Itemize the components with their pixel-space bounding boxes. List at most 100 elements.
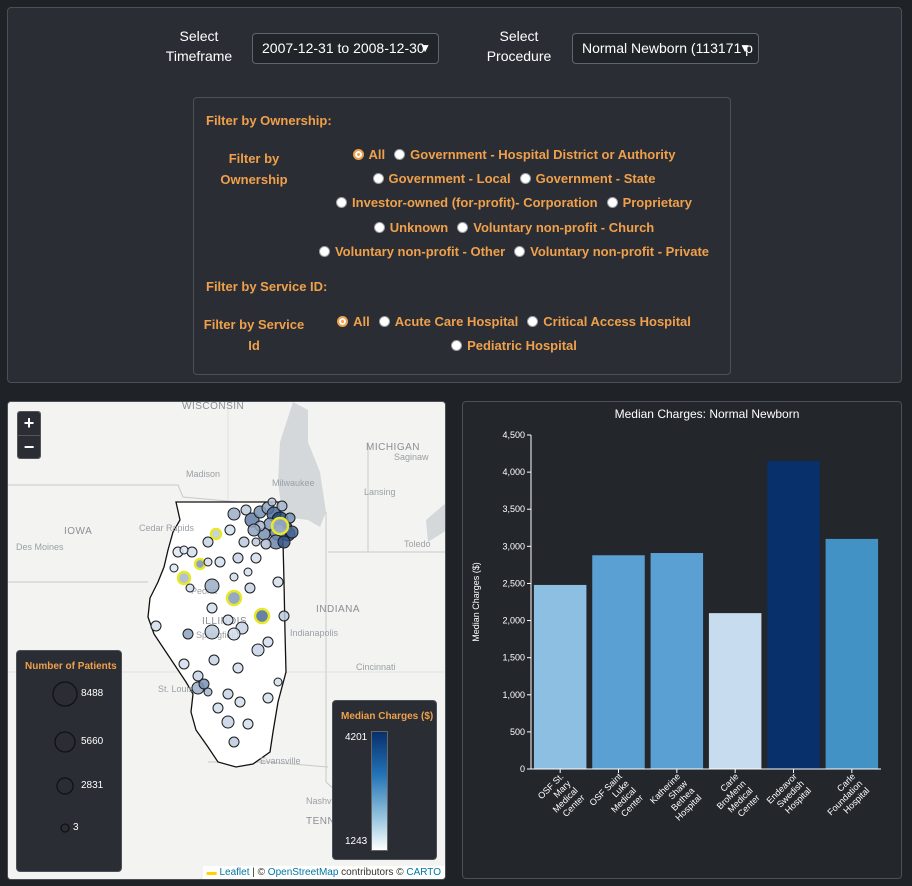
hospital-marker[interactable] (267, 497, 277, 507)
radio-button[interactable] (318, 246, 330, 257)
hospital-marker[interactable] (225, 589, 243, 607)
osm-link[interactable]: OpenStreetMap (267, 867, 339, 878)
median-charges-chart: Median Charges: Normal Newborn Median Ch… (471, 407, 881, 823)
radio-button[interactable] (394, 149, 406, 160)
ownership-radio-option[interactable]: Voluntary non-profit - Other (318, 244, 505, 259)
hospital-marker[interactable] (203, 687, 213, 697)
hospital-marker[interactable] (278, 610, 290, 622)
hospital-marker[interactable] (222, 614, 234, 626)
hospital-marker[interactable] (276, 500, 288, 512)
hospital-marker[interactable] (214, 556, 226, 568)
chart-bar (533, 584, 587, 769)
hospital-marker[interactable] (179, 545, 189, 555)
hospital-marker[interactable] (192, 670, 204, 682)
radio-button[interactable] (337, 316, 349, 327)
hospital-marker[interactable] (262, 692, 274, 704)
hospital-marker[interactable] (212, 702, 224, 714)
service-radio-option[interactable]: Critical Access Hospital (527, 314, 691, 329)
hospital-marker[interactable] (273, 677, 283, 687)
hospital-marker[interactable] (243, 567, 253, 577)
radio-button[interactable] (336, 197, 348, 208)
hospital-marker[interactable] (185, 583, 195, 593)
hospital-marker[interactable] (224, 524, 236, 536)
hospital-marker[interactable] (247, 523, 261, 537)
procedure-select[interactable]: Normal Newborn (113171 p ▼ (572, 33, 759, 64)
hospital-marker[interactable] (202, 536, 214, 548)
ownership-radio-option[interactable]: Government - Hospital District or Author… (394, 147, 675, 162)
hospital-marker[interactable] (229, 572, 239, 582)
hospital-marker[interactable] (244, 582, 256, 594)
ownership-filter-heading: Filter by Ownership: (206, 113, 332, 128)
hospital-marker[interactable] (150, 620, 162, 632)
ownership-radio-option[interactable]: Government - State (519, 171, 656, 186)
map-panel[interactable]: WISCONSIN MICHIGAN Saginaw Madison Lansing Mi… (7, 401, 446, 880)
ownership-radio-option[interactable]: Investor-owned (for-profit)- Corporation (336, 195, 598, 210)
map-place-label: Evansville (260, 756, 301, 766)
service-radio-option[interactable]: Acute Care Hospital (378, 314, 518, 329)
hospital-marker[interactable] (222, 688, 234, 700)
service-radio-option[interactable]: Pediatric Hospital (451, 338, 577, 353)
hospital-marker[interactable] (242, 718, 254, 730)
radio-button[interactable] (527, 316, 539, 327)
hospital-marker[interactable] (227, 627, 241, 641)
hospital-marker[interactable] (186, 546, 198, 558)
hospital-marker[interactable] (232, 662, 244, 674)
hospital-marker[interactable] (208, 654, 220, 666)
radio-button[interactable] (451, 340, 463, 351)
hospital-marker[interactable] (260, 538, 272, 550)
radio-button[interactable] (372, 173, 384, 184)
ownership-radio-label: Unknown (389, 220, 449, 235)
radio-button[interactable] (373, 222, 385, 233)
radio-button[interactable] (606, 197, 618, 208)
hospital-marker[interactable] (204, 578, 220, 594)
y-tick-label: 0 (520, 764, 525, 774)
hospital-marker[interactable] (209, 527, 223, 541)
hospital-marker[interactable] (272, 576, 284, 588)
hospital-marker[interactable] (221, 715, 235, 729)
leaflet-link[interactable]: Leaflet (219, 867, 250, 878)
hospital-marker[interactable] (182, 628, 194, 640)
hospital-marker[interactable] (232, 552, 244, 564)
hospital-markers[interactable] (150, 497, 299, 748)
ownership-radio-option[interactable]: Voluntary non-profit - Church (457, 220, 654, 235)
hospital-marker[interactable] (206, 602, 218, 614)
carto-link[interactable]: CARTO (406, 867, 441, 878)
hospital-marker[interactable] (176, 570, 192, 586)
hospital-marker[interactable] (250, 552, 262, 564)
ownership-radio-option[interactable]: All (352, 147, 385, 162)
hospital-marker[interactable] (203, 557, 213, 567)
radio-button[interactable] (514, 246, 526, 257)
hospital-marker[interactable] (169, 563, 179, 573)
ownership-radio-option[interactable]: Voluntary non-profit - Private (514, 244, 709, 259)
service-radio-option[interactable]: All (337, 314, 370, 329)
hospital-marker[interactable] (193, 557, 207, 571)
hospital-marker[interactable] (253, 607, 271, 625)
zoom-in-button[interactable]: + (18, 412, 40, 435)
radio-button[interactable] (352, 149, 364, 160)
hospital-marker[interactable] (240, 504, 252, 516)
hospital-marker[interactable] (204, 624, 220, 640)
zoom-out-button[interactable]: − (18, 435, 40, 458)
hospital-marker[interactable] (284, 512, 296, 524)
timeframe-select[interactable]: 2007-12-31 to 2008-12-30 ▼ (252, 33, 439, 64)
hospital-marker[interactable] (228, 736, 240, 748)
ownership-radio-option[interactable]: Unknown (373, 220, 449, 235)
hospital-marker[interactable] (238, 536, 250, 548)
radio-button[interactable] (378, 316, 390, 327)
zoom-control[interactable]: + − (17, 411, 41, 459)
ownership-radio-option[interactable]: Government - Local (372, 171, 511, 186)
hospital-marker[interactable] (234, 696, 246, 708)
radio-button[interactable] (519, 173, 531, 184)
radio-button[interactable] (457, 222, 469, 233)
hospital-marker[interactable] (251, 537, 261, 547)
hospital-marker[interactable] (227, 507, 241, 521)
hospital-marker[interactable] (262, 636, 274, 648)
hospital-marker[interactable] (178, 658, 190, 670)
y-tick-label: 500 (510, 727, 525, 737)
hospital-marker[interactable] (277, 535, 291, 549)
hospital-marker[interactable] (198, 678, 210, 690)
hospital-marker[interactable] (270, 516, 290, 536)
lake-michigan (278, 402, 326, 527)
ownership-radio-option[interactable]: Proprietary (606, 195, 692, 210)
hospital-marker[interactable] (251, 643, 265, 657)
